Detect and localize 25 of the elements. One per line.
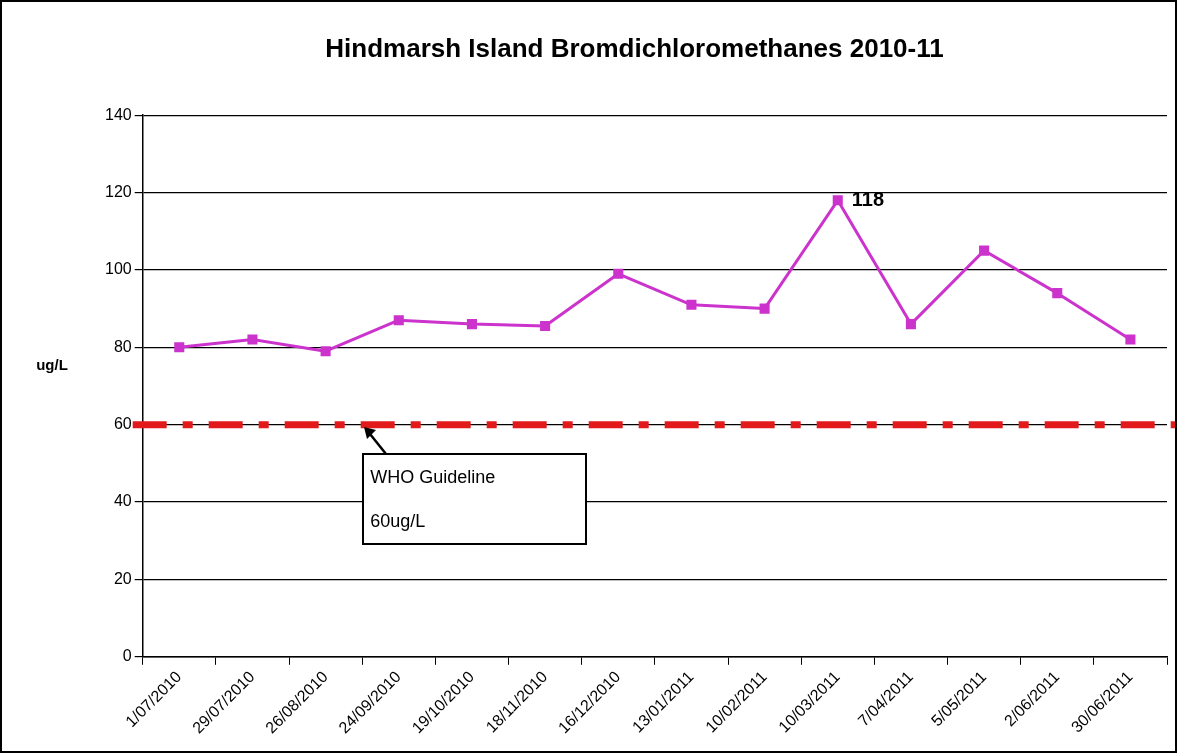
point — [540, 321, 551, 332]
y-tick-label: 60 — [113, 415, 132, 433]
point — [1052, 288, 1063, 299]
point — [905, 319, 916, 330]
chart-title: Hindmarsh Island Bromdichloromethanes 2010-11 — [325, 32, 944, 63]
point — [613, 268, 624, 279]
point — [393, 315, 404, 326]
point — [247, 334, 258, 345]
y-tick-label: 100 — [104, 260, 132, 278]
point — [759, 303, 770, 314]
callout: WHO Guideline 60ug/L — [362, 452, 588, 545]
y-axis-title: ug/L — [36, 356, 68, 374]
point — [320, 346, 331, 357]
point — [466, 319, 477, 330]
point — [174, 342, 185, 353]
y-tick-label: 140 — [104, 105, 132, 123]
point — [1125, 334, 1136, 345]
y-tick-label: 120 — [104, 182, 132, 200]
y-tick-label: 80 — [113, 337, 132, 355]
y-tick-label: 40 — [113, 492, 132, 510]
point — [832, 195, 843, 206]
point — [686, 299, 697, 310]
y-tick-label: 0 — [122, 647, 132, 665]
y-tick-label: 20 — [113, 569, 132, 587]
point — [979, 245, 990, 256]
